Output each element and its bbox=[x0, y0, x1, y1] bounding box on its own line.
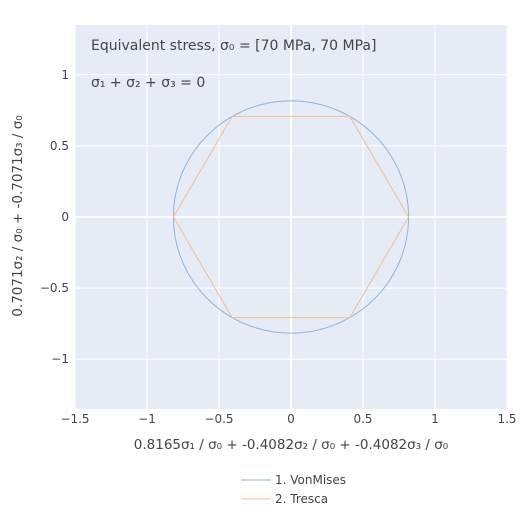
legend-item-tresca[interactable]: 2. Tresca bbox=[241, 492, 328, 506]
series-layer bbox=[172, 100, 410, 334]
x-tick-label: 0.5 bbox=[353, 412, 372, 426]
x-tick-label: 1 bbox=[431, 412, 439, 426]
x-axis-title: 0.8165σ₁ / σ₀ + -0.4082σ₂ / σ₀ + -0.4082… bbox=[134, 437, 448, 453]
y-tick-label: −0.5 bbox=[40, 281, 69, 295]
x-tick-label: 0 bbox=[287, 412, 295, 426]
legend-label-vonmises: 1. VonMises bbox=[275, 473, 346, 487]
x-tick-label: 1.5 bbox=[497, 412, 516, 426]
gridlines bbox=[74, 25, 508, 409]
x-tick-label: −1 bbox=[138, 412, 156, 426]
series-tresca-line bbox=[172, 115, 410, 319]
y-tick-label: 0.5 bbox=[50, 139, 69, 153]
y-tick-label: 0 bbox=[61, 210, 69, 224]
annotation-constraint: σ₁ + σ₂ + σ₃ = 0 bbox=[91, 75, 205, 91]
y-tick-label: 1 bbox=[61, 68, 69, 82]
legend-label-tresca: 2. Tresca bbox=[275, 492, 328, 506]
y-axis-title: 0.7071σ₂ / σ₀ + -0.7071σ₃ / σ₀ bbox=[10, 115, 26, 316]
legend-item-vonmises[interactable]: 1. VonMises bbox=[241, 473, 346, 487]
annotation-title: Equivalent stress, σ₀ = [70 MPa, 70 MPa] bbox=[91, 38, 376, 54]
y-tick-label: −1 bbox=[51, 352, 69, 366]
x-tick-label: −1.5 bbox=[60, 412, 89, 426]
legend: 1. VonMises 2. Tresca bbox=[241, 473, 346, 506]
x-tick-label: −0.5 bbox=[204, 412, 233, 426]
tick-labels: −1.5 −1 −0.5 0 0.5 1 1.5 −1 −0.5 0 0.5 1 bbox=[40, 68, 517, 426]
